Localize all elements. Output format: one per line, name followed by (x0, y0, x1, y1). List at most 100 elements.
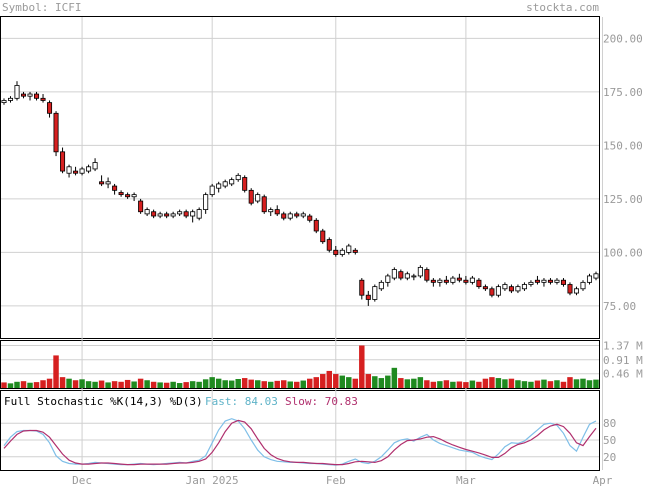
candle-body (352, 249, 358, 253)
candle-body (443, 279, 449, 283)
volume-bar (398, 378, 404, 388)
candle-body (456, 277, 462, 281)
date-tick-label: Apr (593, 474, 613, 486)
volume-bar (547, 381, 554, 388)
stochastic-title: Full Stochastic %K(14,3) %D(3) (4, 395, 203, 408)
volume-bar (300, 380, 306, 388)
volume-bar (144, 380, 150, 388)
candle-body (307, 215, 313, 221)
volume-bar (105, 382, 111, 388)
volume-bar (183, 382, 189, 388)
volume-bar (72, 380, 79, 388)
candle-body (476, 279, 482, 288)
volume-bar (424, 380, 430, 388)
candle-body (365, 294, 371, 300)
volume-bar (287, 381, 293, 388)
candle-body (183, 211, 189, 217)
volume-bar (437, 381, 443, 388)
volume-tick-label: 0.91 M (603, 354, 643, 367)
volume-bar (456, 381, 463, 388)
candle-body (229, 179, 235, 185)
candle-body (417, 266, 423, 277)
candle-body (60, 151, 66, 172)
volume-bar (202, 379, 209, 388)
price-tick-label: 75.00 (603, 300, 636, 313)
volume-bar (541, 379, 547, 388)
volume-bar (476, 381, 482, 388)
volume-bar (267, 381, 274, 388)
volume-bar (313, 377, 319, 388)
volume-bar (66, 378, 72, 388)
site-label[interactable]: stockta.com (526, 1, 599, 14)
symbol-label: Symbol: ICFI (2, 1, 81, 14)
candle-body (482, 286, 488, 290)
volume-bar (385, 375, 391, 388)
candle-body (34, 93, 40, 99)
price-axis: 200.00 175.00 150.00 125.00 100.00 75.00 (603, 32, 643, 313)
candle-body (242, 177, 248, 191)
candle-body (385, 275, 391, 283)
candle-body (313, 219, 319, 232)
volume-tick-label: 0.46 M (603, 368, 643, 381)
stochastic-tick-label: 80 (603, 417, 616, 430)
date-tick-label: Mar (456, 474, 476, 486)
candle-body (489, 288, 495, 296)
candle-body (424, 269, 430, 281)
volume-bar (346, 377, 352, 388)
volume-bar (53, 355, 59, 388)
candle-body (469, 277, 475, 283)
candle-body (248, 189, 254, 204)
candle-body (560, 279, 566, 285)
candle-body (177, 211, 183, 215)
grid-lines (1, 17, 604, 470)
volume-bar (281, 380, 287, 388)
volume-bar (222, 380, 228, 388)
candle-body (320, 230, 326, 243)
volume-bar (59, 377, 66, 388)
volume-bar (150, 381, 157, 388)
candle-body (391, 269, 397, 279)
volume-bar (248, 379, 254, 388)
price-tick-label: 175.00 (603, 86, 643, 99)
volume-bar (430, 381, 437, 388)
candle-body (164, 213, 170, 217)
volume-bar (215, 378, 222, 388)
candle-body (66, 166, 72, 174)
volume-bar (495, 378, 502, 388)
stochastic-slow-label: Slow: 70.83 (285, 395, 358, 408)
volume-bar (528, 381, 534, 388)
candle-body (437, 279, 443, 283)
volume-bar (7, 383, 14, 388)
volume-bar (404, 379, 411, 388)
candle-body (53, 112, 59, 153)
volume-bar (170, 381, 176, 388)
candle-body (502, 284, 508, 290)
candle-body (398, 271, 404, 279)
candle-body (333, 249, 339, 255)
stochastic-lines (3, 418, 597, 466)
volume-bar (294, 381, 300, 388)
candle-body (554, 279, 560, 283)
candle-body (268, 209, 274, 213)
candle-body (346, 245, 352, 253)
candle-body (79, 168, 85, 174)
volume-bar (567, 377, 573, 388)
volume-bar (469, 380, 476, 388)
candle-body (359, 279, 365, 296)
candle-body (27, 93, 33, 97)
candle-body (274, 209, 280, 215)
volume-bar (573, 379, 580, 388)
volume-bar (163, 382, 170, 388)
volume-bar (14, 381, 20, 388)
volume-bar (450, 381, 456, 388)
date-tick-label: Feb (326, 474, 346, 486)
candle-body (190, 211, 196, 217)
volume-bar (417, 377, 424, 388)
volume-bar (85, 381, 92, 388)
volume-bar (320, 374, 326, 388)
volume-tick-label: 1.37 M (603, 339, 643, 352)
candle-body (144, 209, 150, 215)
volume-bar (254, 380, 261, 388)
candle-body (112, 185, 118, 191)
